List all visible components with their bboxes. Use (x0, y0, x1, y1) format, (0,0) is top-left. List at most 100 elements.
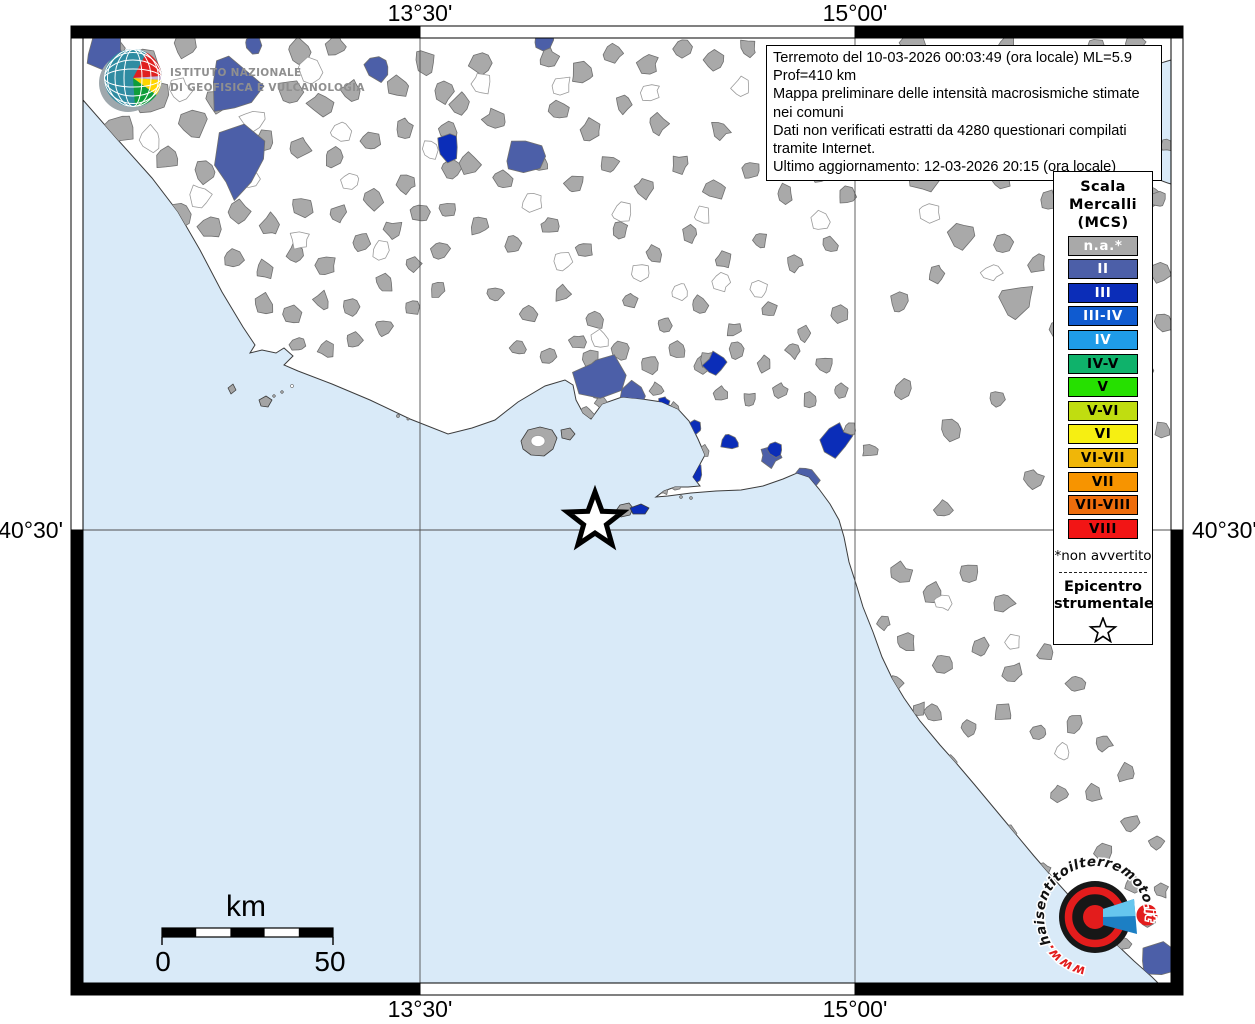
municipality (635, 54, 659, 75)
municipality (568, 335, 587, 349)
scale-bar: km 0 50 (155, 890, 345, 977)
municipality (470, 216, 490, 236)
frame-bottom-black-1 (70, 982, 421, 996)
municipality (668, 340, 686, 358)
municipality (282, 304, 303, 324)
municipality (797, 324, 812, 344)
municipality (386, 74, 410, 97)
scale-bar-seg (162, 928, 197, 937)
legend-star-icon (1088, 615, 1118, 644)
info-line-event: Terremoto del 10-03-2026 00:03:49 (ora l… (773, 50, 1132, 85)
municipality (375, 272, 393, 292)
municipality (1027, 253, 1045, 273)
municipality (761, 301, 778, 316)
municipality (648, 381, 665, 396)
legend-swatch-v-vi: V-VI (1068, 400, 1138, 421)
municipality (730, 75, 749, 97)
municipality (834, 382, 849, 399)
municipality (701, 350, 728, 376)
municipality (329, 204, 348, 224)
municipality (633, 178, 654, 201)
municipality (1085, 782, 1103, 802)
municipality (441, 157, 463, 180)
municipality (415, 50, 435, 77)
municipality (292, 198, 314, 219)
municipality (572, 354, 627, 399)
municipality (382, 221, 403, 240)
municipality (890, 560, 914, 583)
municipality (297, 56, 324, 85)
municipality (547, 99, 570, 119)
municipality (138, 124, 160, 154)
frame-right-black (1170, 529, 1184, 996)
municipality (803, 391, 817, 409)
municipality (933, 594, 953, 611)
municipality (324, 38, 347, 56)
municipality (777, 182, 793, 206)
municipality (897, 632, 915, 651)
municipality (429, 242, 452, 260)
municipality (941, 418, 961, 443)
municipality (815, 357, 833, 374)
municipality (1036, 643, 1054, 660)
municipality (740, 39, 756, 59)
municipality (711, 271, 731, 293)
municipality (959, 564, 979, 583)
municipality (1147, 835, 1166, 851)
municipality (245, 38, 263, 55)
municipality (787, 254, 804, 274)
municipality (728, 341, 745, 360)
municipality (539, 46, 561, 68)
municipality (572, 60, 594, 84)
municipality (339, 79, 361, 102)
info-line-data-source: Dati non verificati estratti da 4280 que… (773, 122, 1127, 158)
municipality (1154, 313, 1171, 333)
logo-megaphone-highlight (1103, 899, 1136, 917)
municipality (1066, 715, 1083, 734)
municipality (682, 223, 698, 244)
municipality (993, 233, 1015, 253)
label-lat-left: 40°30' (0, 517, 63, 543)
municipality (640, 84, 660, 102)
municipality (931, 655, 953, 674)
legend-swatch-iii-iv: III-IV (1068, 306, 1138, 327)
legend-box: Scala Mercalli (MCS) n.a.* II III III-IV IV I… (1053, 171, 1154, 647)
municipality (288, 337, 307, 351)
epicenter-star (560, 484, 630, 551)
municipality (289, 137, 313, 159)
municipality (749, 279, 768, 298)
municipality (714, 250, 732, 269)
municipality (830, 304, 849, 324)
municipality (1095, 735, 1114, 753)
municipality (1120, 815, 1141, 833)
municipality (590, 328, 609, 348)
islet (396, 414, 400, 418)
municipality (622, 292, 639, 309)
municipality (316, 340, 334, 358)
label-lon-top-right: 15°00' (823, 0, 888, 26)
municipality (521, 192, 543, 213)
scale-bar-seg (230, 928, 265, 937)
scale-bar-title: km (226, 890, 266, 923)
municipality (784, 343, 801, 361)
municipality (329, 121, 353, 142)
legend-swatch-iv-v: IV-V (1068, 353, 1138, 374)
frame-bottom-black-2 (854, 982, 1184, 996)
legend-epicenter-line1: Epicentro (1063, 578, 1143, 595)
municipality (960, 719, 977, 738)
municipality (839, 185, 857, 204)
municipality (434, 80, 455, 105)
legend-epicenter-symbol (1054, 615, 1152, 647)
municipality (374, 320, 394, 338)
municipality (743, 392, 756, 407)
municipality (602, 42, 624, 64)
legend-title-line2: Mercalli (1069, 197, 1137, 213)
municipality (405, 300, 421, 315)
municipality (574, 243, 593, 257)
municipality (890, 291, 909, 313)
municipality (539, 347, 558, 364)
municipality (610, 340, 630, 361)
ingv-wedge-yellow (133, 78, 162, 95)
municipality (227, 198, 252, 225)
